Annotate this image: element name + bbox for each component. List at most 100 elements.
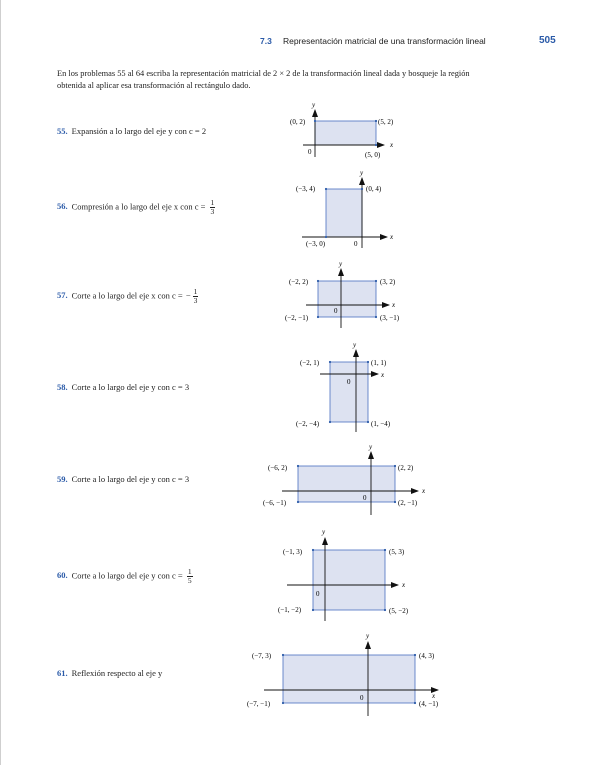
page-number: 505 bbox=[539, 35, 556, 46]
problem-text: Corte a lo largo del eje y con c = 3 bbox=[71, 474, 190, 484]
x-axis-label: x bbox=[431, 692, 436, 700]
fraction-denominator: 5 bbox=[187, 576, 192, 585]
corner-dot bbox=[328, 420, 332, 424]
problem-57: 57. Corte a lo largo del eje x con c = −1… bbox=[57, 288, 199, 305]
corner-dot bbox=[374, 119, 378, 123]
y-axis-label: y bbox=[311, 101, 316, 109]
corner-dot bbox=[374, 143, 378, 147]
page-edge bbox=[0, 0, 1, 765]
point-label: (−2, −1) bbox=[285, 314, 309, 322]
fraction-denominator: 3 bbox=[193, 296, 198, 305]
problem-text: Corte a lo largo del eje x con c = bbox=[71, 290, 185, 301]
figure-56: y x (−3, 4) (0, 4) (−3, 0) 0 bbox=[296, 169, 394, 248]
figure-59: y x (−6, 2) (2, 2) (−6, −1) (2, −1) 0 bbox=[263, 443, 426, 515]
y-axis-label: y bbox=[365, 632, 370, 640]
point-label: (4, 3) bbox=[419, 652, 435, 660]
problem-text: Compresión a lo largo del eje x con c = bbox=[71, 201, 208, 212]
problem-56: 56. Compresión a lo largo del eje x con c… bbox=[57, 198, 216, 216]
corner-dot bbox=[413, 653, 417, 657]
origin-label: 0 bbox=[354, 240, 358, 248]
corner-dot bbox=[296, 500, 300, 504]
problem-number: 56. bbox=[57, 201, 68, 212]
point-label: (0, 2) bbox=[290, 118, 306, 126]
corner-dots bbox=[281, 119, 417, 705]
minus-sign: − bbox=[185, 290, 191, 301]
problem-text: Corte a lo largo del eje y con c = 3 bbox=[71, 382, 190, 392]
point-label: (0, 4) bbox=[366, 185, 382, 193]
point-label: (5, 2) bbox=[378, 118, 394, 126]
problem-text: Reflexión respecto al eje y bbox=[71, 668, 163, 678]
corner-dot bbox=[383, 608, 387, 612]
corner-dot bbox=[313, 119, 317, 123]
corner-dot bbox=[281, 701, 285, 705]
y-axis-label: y bbox=[321, 528, 326, 536]
origin-label: 0 bbox=[363, 494, 367, 502]
running-header: 7.3 Representación matricial de una tran… bbox=[0, 34, 595, 50]
problem-number: 61. bbox=[57, 668, 68, 678]
point-label: (−2, 1) bbox=[300, 359, 320, 367]
corner-dot bbox=[366, 360, 370, 364]
corner-dot bbox=[374, 315, 378, 319]
rectangle bbox=[282, 654, 416, 704]
origin-label: 0 bbox=[316, 590, 320, 598]
point-label: (−1, −2) bbox=[278, 606, 302, 614]
x-axis-label: x bbox=[421, 487, 426, 495]
y-axis-label: y bbox=[368, 443, 373, 451]
x-axis-label: x bbox=[389, 233, 394, 241]
origin-label: 0 bbox=[347, 378, 351, 386]
section-number: 7.3 bbox=[260, 36, 272, 46]
problem-58: 58. Corte a lo largo del eje y con c = 3 bbox=[57, 382, 189, 392]
point-label: (−1, 3) bbox=[283, 548, 303, 556]
corner-dot bbox=[383, 548, 387, 552]
point-label: (5, −2) bbox=[389, 607, 409, 615]
point-label: (1, −4) bbox=[371, 420, 391, 428]
corner-dot bbox=[316, 279, 320, 283]
x-axis-label: x bbox=[380, 371, 385, 379]
corner-dot bbox=[328, 360, 332, 364]
problem-number: 57. bbox=[57, 290, 68, 301]
problem-61: 61. Reflexión respecto al eje y bbox=[57, 668, 162, 678]
rectangle bbox=[329, 361, 369, 423]
point-label: (−7, 3) bbox=[252, 652, 272, 660]
point-label: (4, −1) bbox=[419, 700, 439, 708]
point-label: (−3, 0) bbox=[306, 240, 326, 248]
fraction-numerator: 1 bbox=[209, 198, 216, 208]
corner-dot bbox=[393, 500, 397, 504]
y-axis-label: y bbox=[338, 260, 343, 268]
intro-paragraph: En los problemas 55 al 64 escriba la rep… bbox=[57, 69, 470, 90]
y-axis-label: y bbox=[352, 341, 357, 349]
problem-number: 59. bbox=[57, 474, 68, 484]
figure-55: y x (0, 2) (5, 2) 0 (5, 0) bbox=[290, 101, 394, 159]
rectangle bbox=[317, 280, 377, 318]
corner-dot bbox=[360, 187, 364, 191]
corner-dot bbox=[316, 315, 320, 319]
point-label: (−3, 4) bbox=[296, 185, 316, 193]
figure-61: y x (−7, 3) (4, 3) (−7, −1) (4, −1) 0 bbox=[247, 632, 439, 716]
corner-dot bbox=[311, 548, 315, 552]
corner-dot bbox=[296, 464, 300, 468]
figure-58: y x (−2, 1) (1, 1) (−2, −4) (1, −4) 0 bbox=[296, 341, 391, 432]
section-title: Representación matricial de una transfor… bbox=[283, 36, 486, 46]
point-label: (−2, 2) bbox=[289, 278, 309, 286]
point-label: (−7, −1) bbox=[247, 700, 271, 708]
rectangle bbox=[297, 465, 396, 503]
problem-55: 55. Expansión a lo largo del eje y con c … bbox=[57, 126, 206, 136]
point-label: (5, 3) bbox=[389, 548, 405, 556]
point-label: (−6, −1) bbox=[263, 499, 287, 507]
point-label: (3, −1) bbox=[380, 314, 400, 322]
origin-label: 0 bbox=[308, 148, 312, 156]
point-label: (2, 2) bbox=[398, 464, 414, 472]
figure-60: y x (−1, 3) (5, 3) (−1, −2) (5, −2) 0 bbox=[278, 528, 409, 621]
problem-text: Expansión a lo largo del eje y con c = 2 bbox=[71, 126, 207, 136]
problem-number: 60. bbox=[57, 570, 68, 581]
corner-dot bbox=[281, 653, 285, 657]
x-axis-label: x bbox=[401, 581, 406, 589]
corner-dot bbox=[324, 235, 328, 239]
problem-59: 59. Corte a lo largo del eje y con c = 3 bbox=[57, 474, 189, 484]
y-axis-label: y bbox=[359, 169, 364, 177]
